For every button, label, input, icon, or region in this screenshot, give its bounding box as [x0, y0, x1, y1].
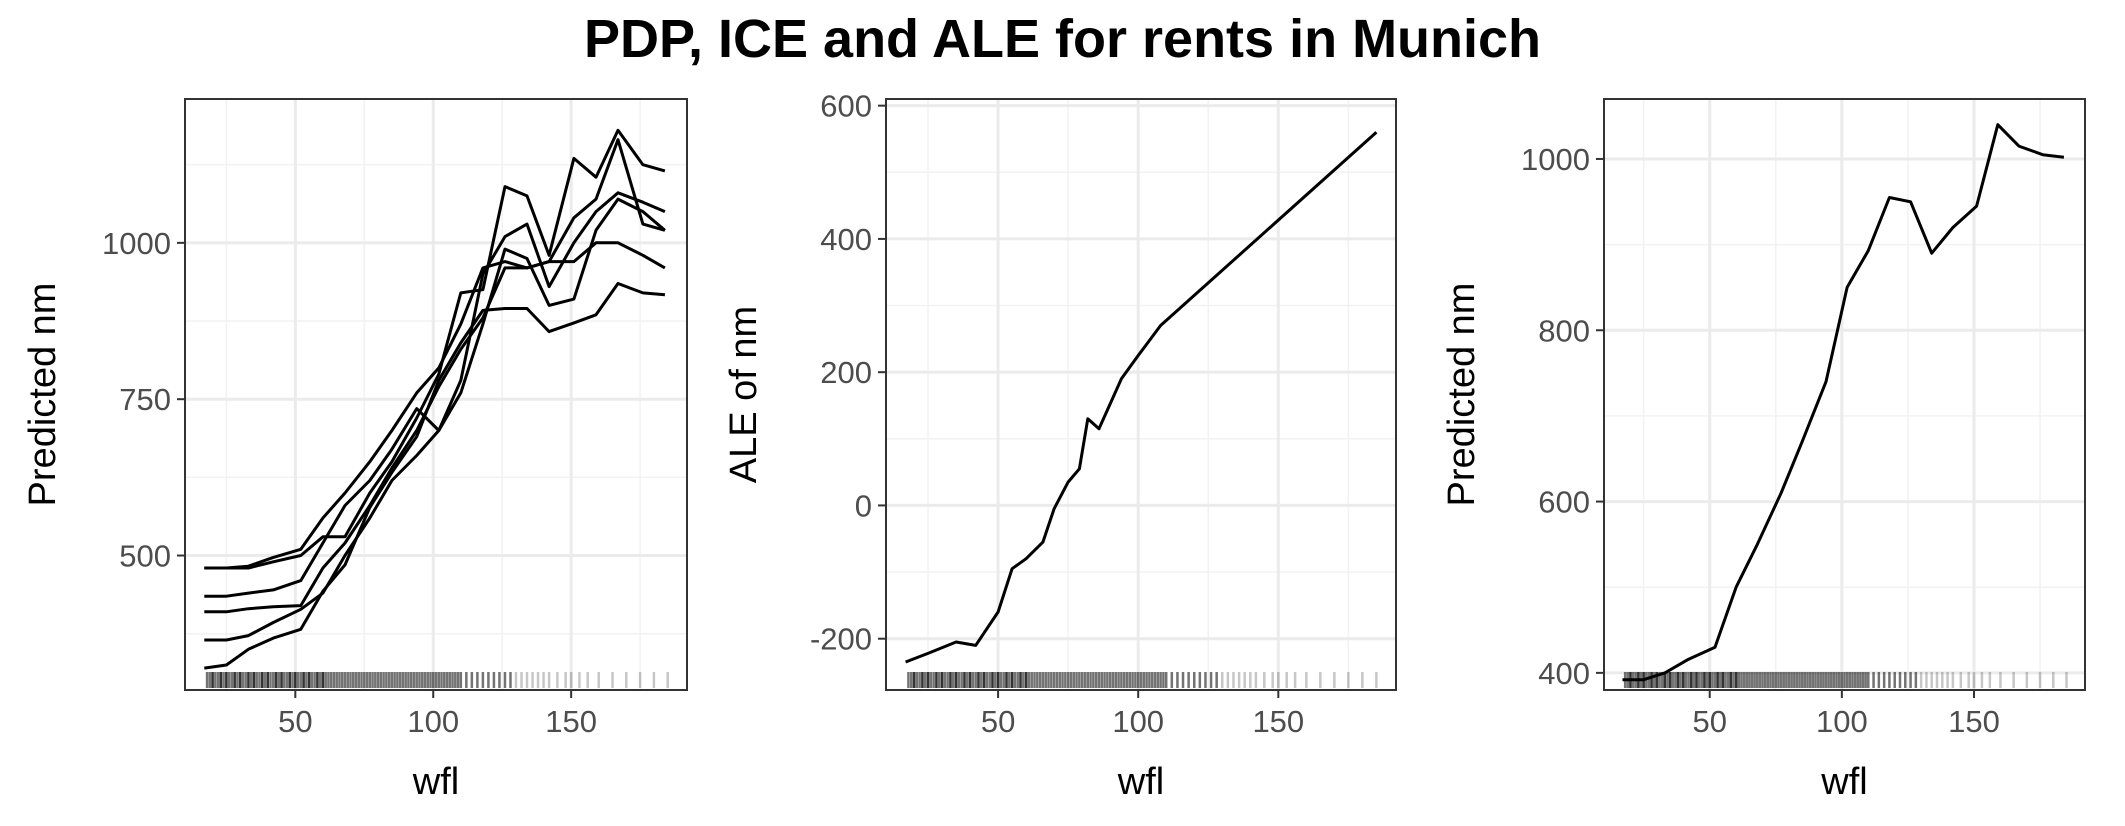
panel-3-y-tick-label: 800 — [1538, 313, 1590, 348]
panel-3-background — [1604, 99, 2085, 690]
panel-3-y-axis-label: Predicted nm — [1441, 283, 1483, 507]
panel-3-x-tick-label: 150 — [1948, 704, 2000, 739]
panel-1-series-6-line — [204, 282, 666, 670]
panel-2-y-axis-label: ALE of nm — [723, 306, 765, 483]
panel-1-y-tick-label: 750 — [119, 382, 171, 417]
panel-3-y-tick-label: 1000 — [1521, 142, 1590, 177]
panel-1-x-axis-label: wfl — [412, 761, 459, 803]
panel-2-x-tick-label: 50 — [981, 704, 1015, 739]
panel-2-y-tick-label: 600 — [820, 89, 872, 124]
panel-3-series-1-line — [1622, 123, 2065, 682]
panel-1-y-axis-label: Predicted nm — [22, 283, 64, 507]
panel-3-border — [1603, 98, 2086, 691]
panel-3-x-tick-label: 50 — [1692, 704, 1726, 739]
panel-2-x-axis-label: wfl — [1117, 761, 1164, 803]
panel-3-x-tick-label: 100 — [1816, 704, 1868, 739]
figure-title: PDP, ICE and ALE for rents in Munich — [583, 9, 1542, 69]
panel-2-y-tick-label: 200 — [820, 355, 872, 390]
panel-1-x-tick-label: 100 — [407, 704, 459, 739]
panel-1-series-4-line — [204, 138, 666, 614]
panel-2-series-1-line — [905, 131, 1378, 664]
panel-1-y-tick-label: 1000 — [102, 226, 171, 261]
panel-1-series-2-line — [204, 128, 666, 570]
panel-3-x-axis-label: wfl — [1820, 761, 1867, 803]
panel-2-x-tick-label: 100 — [1112, 704, 1164, 739]
panel-1-border — [184, 98, 688, 691]
panel-2-x-tick-label: 150 — [1252, 704, 1304, 739]
panel-1-x-tick-label: 150 — [545, 704, 597, 739]
panel-2-background — [886, 99, 1396, 690]
panel-3-y-tick-label: 600 — [1538, 485, 1590, 520]
panel-2-y-tick-label: 0 — [855, 488, 872, 523]
panel-2-y-tick-label: -200 — [810, 622, 872, 657]
panel-3-y-tick-label: 400 — [1538, 656, 1590, 691]
panel-2-border — [885, 98, 1397, 691]
panel-1-x-tick-label: 50 — [278, 704, 312, 739]
panel-1-y-tick-label: 500 — [119, 539, 171, 574]
panel-2-y-tick-label: 400 — [820, 222, 872, 257]
panel-1-series-5-line — [204, 197, 666, 642]
